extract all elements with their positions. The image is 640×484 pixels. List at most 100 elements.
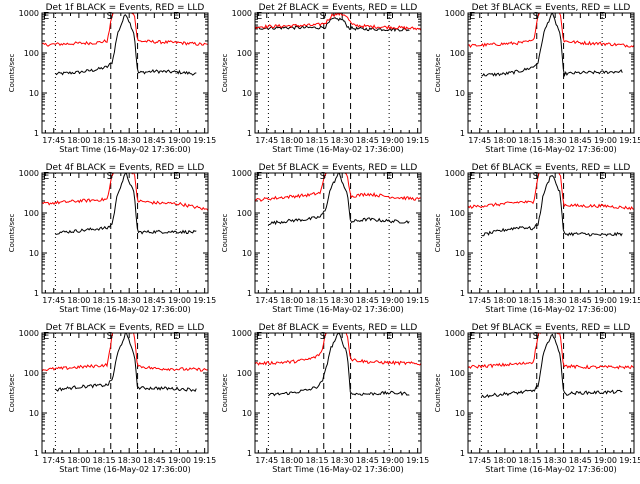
panel-title: Det 8f BLACK = Events, RED = LLD bbox=[259, 323, 418, 333]
y-tick-label: 1 bbox=[34, 289, 39, 298]
x-tick-label: 19:15 bbox=[619, 296, 640, 305]
end-marker-label: E bbox=[599, 11, 605, 22]
x-tick-label: 19:15 bbox=[406, 296, 429, 305]
series-line-lld bbox=[42, 333, 208, 372]
plot-frame bbox=[254, 172, 422, 294]
x-tick-label: 18:30 bbox=[331, 136, 354, 145]
left-edge-marker-label: E bbox=[256, 331, 262, 342]
y-axis-label: Counts/sec bbox=[221, 54, 229, 93]
x-tick-label: 19:00 bbox=[381, 296, 404, 305]
y-axis-label: Counts/sec bbox=[8, 374, 16, 413]
x-tick-label: 18:30 bbox=[331, 456, 354, 465]
x-tick-label: 19:00 bbox=[168, 296, 191, 305]
y-tick-label: 100 bbox=[24, 49, 39, 58]
x-tick-label: 18:15 bbox=[93, 136, 116, 145]
end-marker-label: E bbox=[173, 11, 179, 22]
left-edge-marker-label: E bbox=[43, 331, 49, 342]
series-line-lld bbox=[468, 13, 634, 49]
series-line-events bbox=[55, 13, 197, 76]
plot-frame bbox=[254, 332, 422, 454]
detector-panel-3: Det 3f BLACK = Events, RED = LLD 1 10 100 10… bbox=[434, 3, 640, 154]
left-edge-marker-label: E bbox=[469, 171, 475, 182]
x-axis-label: Start Time (16-May-02 17:36:00) bbox=[59, 465, 190, 474]
x-tick-label: 17:45 bbox=[468, 136, 491, 145]
y-tick-label: 100 bbox=[237, 209, 252, 218]
y-tick-label: 1000 bbox=[19, 169, 39, 178]
plot-frame bbox=[467, 172, 635, 294]
y-tick-label: 100 bbox=[450, 49, 465, 58]
x-tick-label: 19:15 bbox=[193, 296, 216, 305]
left-edge-marker-label: E bbox=[43, 171, 49, 182]
x-tick-label: 17:45 bbox=[255, 136, 278, 145]
x-tick-label: 17:45 bbox=[468, 296, 491, 305]
left-edge-marker-label: E bbox=[256, 171, 262, 182]
x-tick-label: 17:45 bbox=[42, 296, 65, 305]
start-marker-label: S bbox=[533, 11, 539, 22]
y-tick-label: 1000 bbox=[232, 9, 252, 18]
start-marker-label: S bbox=[107, 331, 113, 342]
x-tick-label: 19:15 bbox=[406, 136, 429, 145]
plot-frame bbox=[41, 172, 209, 294]
x-tick-label: 18:00 bbox=[67, 136, 90, 145]
start-marker-label: S bbox=[320, 171, 326, 182]
x-tick-label: 18:45 bbox=[356, 136, 379, 145]
x-tick-label: 19:15 bbox=[619, 136, 640, 145]
series-line-lld bbox=[255, 333, 421, 366]
x-axis-label: Start Time (16-May-02 17:36:00) bbox=[485, 145, 616, 154]
left-edge-marker-label: E bbox=[469, 331, 475, 342]
y-tick-label: 1000 bbox=[232, 169, 252, 178]
x-tick-label: 17:45 bbox=[468, 456, 491, 465]
y-tick-label: 1 bbox=[34, 129, 39, 138]
x-tick-label: 18:30 bbox=[118, 456, 141, 465]
panel-title: Det 5f BLACK = Events, RED = LLD bbox=[259, 163, 418, 173]
x-tick-label: 18:15 bbox=[93, 296, 116, 305]
end-marker-label: E bbox=[386, 11, 392, 22]
series-line-events bbox=[481, 175, 623, 237]
detector-panel-7: Det 7f BLACK = Events, RED = LLD 1 10 100 10… bbox=[8, 323, 216, 474]
x-tick-label: 19:15 bbox=[193, 136, 216, 145]
x-tick-label: 19:15 bbox=[193, 456, 216, 465]
y-tick-label: 1000 bbox=[19, 329, 39, 338]
start-marker-label: S bbox=[320, 331, 326, 342]
detector-panel-6: Det 6f BLACK = Events, RED = LLD 1 10 100 10… bbox=[434, 163, 640, 314]
y-tick-label: 10 bbox=[455, 249, 465, 258]
x-axis-label: Start Time (16-May-02 17:36:00) bbox=[272, 465, 403, 474]
x-tick-label: 18:30 bbox=[118, 136, 141, 145]
series-line-events bbox=[255, 17, 410, 33]
y-tick-label: 1 bbox=[460, 289, 465, 298]
series-line-lld bbox=[255, 13, 421, 31]
x-tick-label: 17:45 bbox=[42, 136, 65, 145]
x-tick-label: 18:30 bbox=[118, 296, 141, 305]
y-tick-label: 100 bbox=[24, 209, 39, 218]
x-tick-label: 17:45 bbox=[42, 456, 65, 465]
x-tick-label: 19:00 bbox=[594, 136, 617, 145]
y-axis-label: Counts/sec bbox=[8, 214, 16, 253]
x-tick-label: 18:15 bbox=[93, 456, 116, 465]
x-tick-label: 18:30 bbox=[544, 456, 567, 465]
x-tick-label: 18:00 bbox=[493, 296, 516, 305]
y-tick-label: 10 bbox=[455, 409, 465, 418]
x-tick-label: 18:15 bbox=[306, 456, 329, 465]
y-tick-label: 1 bbox=[247, 129, 252, 138]
panel-title: Det 3f BLACK = Events, RED = LLD bbox=[472, 3, 631, 13]
x-tick-label: 19:15 bbox=[406, 456, 429, 465]
y-tick-label: 1000 bbox=[445, 169, 465, 178]
x-tick-label: 18:30 bbox=[544, 136, 567, 145]
y-tick-label: 10 bbox=[242, 249, 252, 258]
x-tick-label: 18:00 bbox=[493, 136, 516, 145]
y-tick-label: 10 bbox=[455, 89, 465, 98]
series-line-events bbox=[481, 333, 623, 399]
detector-panel-4: Det 4f BLACK = Events, RED = LLD 1 10 100 10… bbox=[8, 163, 216, 314]
series-line-events bbox=[268, 333, 410, 397]
y-tick-label: 100 bbox=[24, 369, 39, 378]
y-tick-label: 10 bbox=[242, 409, 252, 418]
x-tick-label: 18:45 bbox=[569, 296, 592, 305]
detector-panel-5: Det 5f BLACK = Events, RED = LLD 1 10 100 10… bbox=[221, 163, 429, 314]
y-tick-label: 1 bbox=[460, 449, 465, 458]
y-tick-label: 10 bbox=[29, 89, 39, 98]
x-tick-label: 19:00 bbox=[381, 456, 404, 465]
x-tick-label: 17:45 bbox=[255, 296, 278, 305]
end-marker-label: E bbox=[599, 171, 605, 182]
y-axis-label: Counts/sec bbox=[8, 54, 16, 93]
